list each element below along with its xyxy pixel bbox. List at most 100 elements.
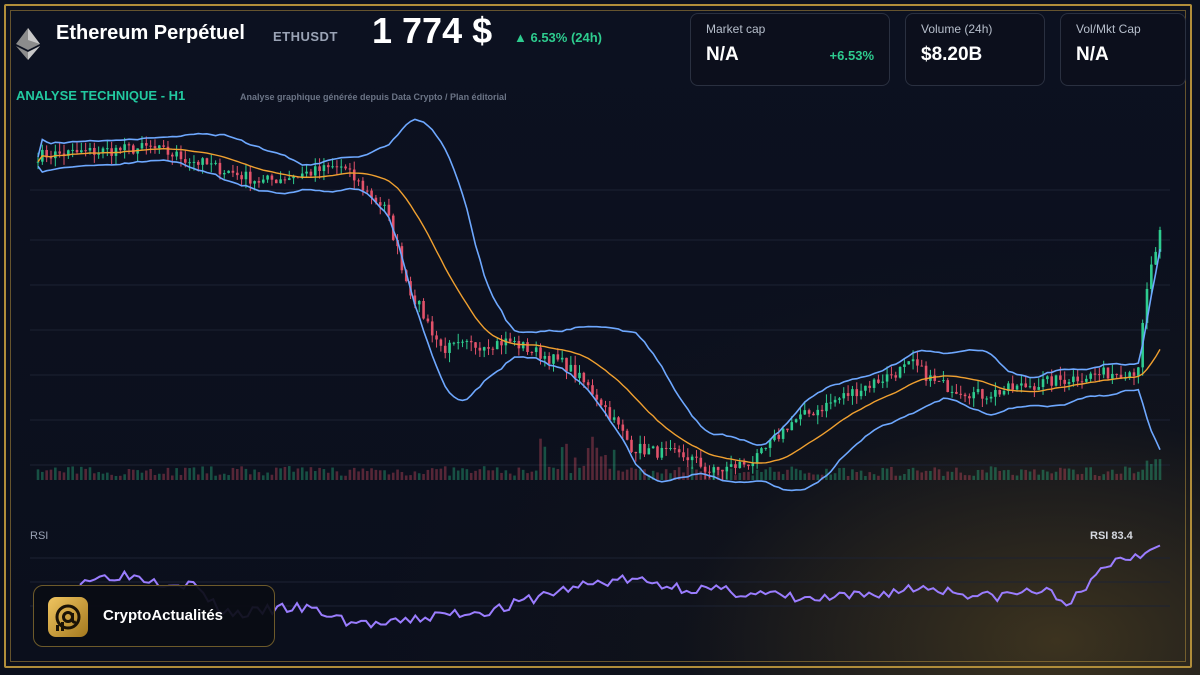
volume-bar	[1076, 474, 1079, 480]
candle-body	[448, 342, 451, 353]
volume-bar	[1102, 474, 1105, 480]
volume-bar	[569, 473, 573, 480]
candle-body	[1150, 264, 1153, 289]
candle-body	[699, 457, 703, 467]
candle-body	[261, 179, 265, 183]
candle-body	[825, 402, 828, 412]
candle-body	[201, 158, 204, 165]
volume-bar	[985, 472, 989, 480]
candle-body	[495, 341, 499, 350]
volume-bar	[677, 467, 681, 480]
volume-bar	[1150, 463, 1153, 480]
volume-bar	[1063, 468, 1066, 480]
candle-body	[950, 391, 954, 393]
candle-body	[1102, 367, 1105, 375]
volume-bar	[560, 447, 564, 480]
candle-body	[205, 158, 209, 165]
candle-body	[604, 405, 607, 408]
volume-bar	[1154, 459, 1157, 480]
candle-body	[274, 179, 278, 184]
volume-bar	[162, 473, 165, 480]
candle-body	[443, 345, 447, 353]
volume-bar	[67, 467, 70, 480]
volume-bar	[669, 473, 672, 480]
volume-bar	[833, 473, 837, 480]
candle-body	[183, 159, 187, 163]
candle-body	[586, 382, 590, 386]
volume-bar	[214, 475, 217, 480]
volume-bar	[41, 471, 44, 480]
candle-body	[461, 341, 464, 343]
candle-body	[786, 428, 789, 431]
volume-bar	[864, 475, 867, 480]
candle-body	[97, 152, 100, 155]
volume-bar	[1089, 467, 1092, 480]
volume-bar	[352, 467, 356, 480]
candle-body	[166, 146, 170, 155]
volume-bar	[1050, 473, 1053, 480]
volume-bar	[270, 474, 274, 480]
candle-body	[88, 147, 92, 151]
volume-bar	[742, 472, 746, 480]
candle-body	[365, 190, 369, 192]
volume-bar	[491, 470, 495, 480]
candle-body	[93, 147, 96, 155]
volume-bar	[474, 470, 477, 480]
volume-bar	[972, 475, 976, 480]
candle-body	[500, 341, 503, 346]
candle-body	[920, 365, 924, 367]
volume-bar	[521, 469, 525, 480]
candle-body	[127, 144, 131, 146]
volume-bar	[279, 468, 282, 480]
volume-bar	[872, 474, 876, 480]
candle-body	[985, 398, 989, 400]
volume-bar	[257, 472, 261, 480]
candle-body	[196, 161, 200, 165]
candle-body	[1106, 367, 1110, 379]
candle-body	[989, 396, 993, 399]
candle-body	[123, 144, 126, 151]
volume-bar	[235, 468, 239, 480]
volume-bar	[682, 472, 685, 480]
volume-bar	[1046, 471, 1049, 480]
candle-body	[573, 364, 577, 379]
volume-bar	[595, 447, 599, 480]
volume-bar	[396, 469, 399, 480]
candle-body	[378, 202, 382, 206]
volume-bar	[608, 468, 612, 480]
candle-body	[556, 354, 560, 360]
candle-body	[625, 430, 629, 440]
volume-bar	[604, 454, 607, 480]
volume-bar	[318, 467, 321, 480]
candle-body	[1033, 386, 1036, 390]
analysis-subtitle: Analyse graphique générée depuis Data Cr…	[240, 92, 507, 102]
volume-bar	[132, 469, 135, 480]
candle-body	[257, 181, 261, 183]
candle-body	[145, 143, 148, 146]
volume-bar	[755, 469, 759, 480]
volume-bar	[812, 474, 815, 480]
volume-bar	[543, 446, 547, 480]
volume-bar	[885, 468, 889, 480]
candle-body	[218, 162, 222, 175]
candle-body	[829, 402, 833, 404]
brand-badge[interactable]: CryptoActualités	[33, 585, 275, 647]
candle-body	[647, 448, 651, 455]
volume-bar	[625, 469, 629, 480]
candle-body	[877, 379, 880, 383]
volume-bar	[894, 475, 898, 480]
volume-bar	[946, 471, 950, 480]
volume-bar	[365, 471, 369, 480]
candle-body	[58, 151, 61, 154]
candlesticks	[36, 136, 1162, 481]
volume-bar	[799, 470, 802, 480]
candle-body	[426, 318, 430, 322]
candle-body	[595, 394, 599, 400]
volume-bar	[1141, 469, 1144, 480]
market-cap-change: +6.53%	[829, 48, 874, 63]
volume-bar	[75, 473, 79, 480]
candle-body	[842, 393, 846, 399]
volume-bar	[84, 468, 87, 480]
volume-bar	[482, 466, 486, 480]
candle-body	[751, 463, 755, 467]
